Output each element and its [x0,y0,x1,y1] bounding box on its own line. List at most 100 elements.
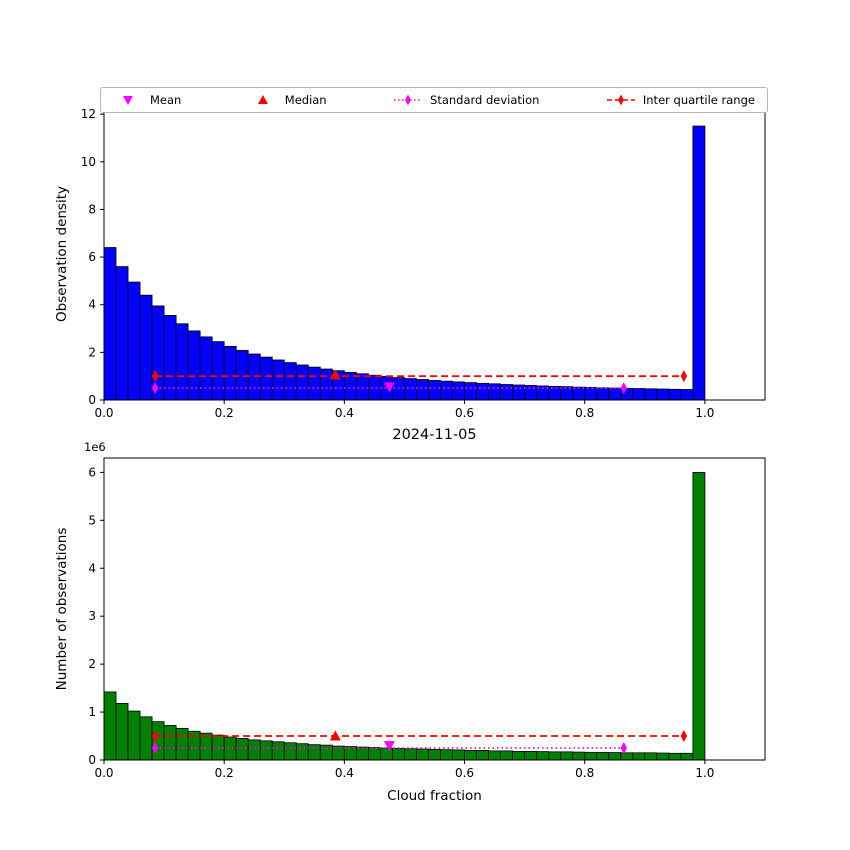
legend-marker-glyph [123,95,133,105]
iqr-left-marker [151,370,159,383]
x-tick-label: 0.0 [94,766,113,780]
histogram-bar [307,366,321,401]
histogram-bar [235,350,249,401]
histogram-bar [295,364,309,401]
legend-label-median: Median [284,93,327,107]
mean-marker-icon [113,93,143,107]
x-tick-label: 0.6 [455,406,474,420]
legend-item-standard-deviation: Standard deviation [393,93,539,107]
std-left-marker [151,742,159,755]
y-tick-label: 0 [88,393,96,407]
histogram-bar [127,710,141,761]
y-tick-label: 8 [88,202,96,216]
histogram-bar [163,725,177,761]
histogram-bar [524,385,538,401]
y-tick-label: 2 [88,657,96,671]
y-tick-label: 1 [88,705,96,719]
histogram-bar [404,748,417,761]
histogram-bar [367,747,381,761]
histogram-bar [307,744,321,761]
histogram-bar [428,380,441,401]
bottom-count-histogram: 0.0 0.2 0.4 0.6 0.8 1.0 0 1 2 3 4 5 6 [88,457,766,780]
y-tick-label: 4 [88,561,96,575]
iqr-right-marker [680,730,688,743]
histogram-bar [500,750,514,761]
histogram-bar [139,716,153,761]
legend-marker-glyph [606,94,635,106]
x-tick-label: 1.0 [695,766,714,780]
y-tick-label: 12 [81,107,96,121]
histogram-bar [428,749,441,761]
legend-marker-glyph [257,95,268,105]
histogram-bar [464,382,477,401]
legend-label-mean: Mean [150,93,182,107]
histogram-bar [500,384,514,401]
histogram-bar [512,384,526,401]
histogram-bar [319,368,333,401]
histogram-bar [620,752,634,761]
histogram-bar [524,750,538,761]
legend-item-median: Median [248,93,327,107]
histogram-bar [632,752,646,761]
median-marker [329,369,341,380]
histogram-bar [680,752,694,761]
histogram-bar [644,752,658,761]
x-tick-label: 0.0 [94,406,113,420]
x-tick-label: 0.4 [335,406,354,420]
histogram-bar [355,746,369,761]
histogram-bar [223,346,237,401]
top-density-histogram: 0.0 0.2 0.4 0.6 0.8 1.0 0 2 4 6 8 10 12 [81,106,766,420]
legend-marker [257,95,268,105]
axes-frame [103,457,766,761]
histogram-bar [199,732,213,761]
histogram-bar [668,752,682,761]
histogram-bar [139,294,153,401]
histogram-bar [175,727,189,761]
histogram-bar [656,752,670,761]
histogram-bar [512,750,526,761]
date-title: 2024-11-05 [392,427,477,443]
histogram-bar [608,752,622,761]
histogram-bar [235,738,249,761]
iqr-left-marker [151,730,159,743]
std-right-marker [620,742,627,755]
std-left-marker [151,382,159,395]
y-tick-label: 6 [88,250,96,264]
legend-label-iqr: Inter quartile range [642,93,755,107]
y-tick-label: 2 [88,345,96,359]
histogram-bar [464,750,477,761]
y-tick-label: 4 [88,298,96,312]
histogram-bar [632,388,646,401]
x-axis-label: Cloud fraction [387,788,482,804]
bottom-y-axis-label: Number of observations [54,527,70,691]
x-tick-label: 0.2 [215,766,234,780]
legend: Mean Median Standard deviation Inter qua… [100,87,768,113]
legend-marker [617,94,624,106]
y-tick-label: 0 [88,753,96,767]
histogram-bar [115,266,129,401]
histogram-bar [680,389,694,401]
legend-marker [123,95,133,105]
histogram-bar [596,387,610,401]
iqr-marker-icon [606,93,636,107]
histogram-bar [355,373,369,401]
axes-background [104,458,765,760]
histogram-bar [343,746,357,761]
histogram-bar [295,743,309,761]
histogram-bar [668,388,682,401]
standard-deviation-marker-icon [393,93,423,107]
x-tick-label: 0.6 [455,766,474,780]
legend-marker-glyph [394,94,423,106]
histogram-bar [259,740,273,761]
histogram-bar [223,736,237,761]
histogram-bar [103,247,117,401]
y-tick-label: 5 [88,513,96,527]
histogram-bar [572,386,586,401]
histogram-bar [283,742,297,761]
histogram-bar [440,749,453,761]
histogram-bar [692,125,706,401]
histogram-bar [151,721,165,761]
x-tick-label: 0.2 [215,406,234,420]
x-tick-label: 0.8 [575,406,594,420]
